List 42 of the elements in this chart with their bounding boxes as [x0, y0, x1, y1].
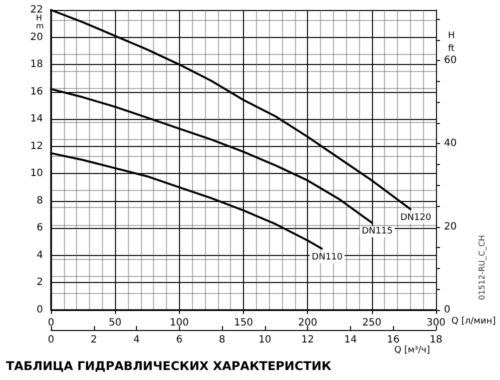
y2-tick-label: 40 — [444, 138, 457, 150]
x2-tick-label: 0 — [48, 334, 54, 346]
series-label: DN115 — [362, 226, 393, 237]
x2-tick-label: 14 — [344, 334, 357, 346]
x-tick-label: 0 — [48, 318, 54, 328]
x2-tick-label: 4 — [133, 334, 140, 346]
y-tick-label: 4 — [36, 250, 43, 261]
y2-tick-label: 20 — [444, 221, 457, 232]
x2-tick-label: 8 — [218, 334, 226, 346]
x-tick-label: 300 — [426, 318, 446, 328]
y-tick-label: 20 — [30, 32, 43, 43]
x2-tick-label: 2 — [90, 334, 97, 346]
x2-axis-title: Q [м³/ч] — [394, 346, 430, 356]
x2-tick-label: 16 — [386, 334, 400, 346]
y2-tick-label: 60 — [444, 55, 457, 66]
x2-tick-label: 18 — [430, 334, 442, 346]
x2-tick-label: 10 — [258, 334, 272, 346]
x-tick-label: 200 — [298, 318, 318, 328]
y-tick-label: 12 — [30, 140, 43, 152]
series-label: DN110 — [312, 252, 343, 263]
series-label: DN120 — [400, 213, 432, 224]
y-tick-label: 6 — [36, 222, 43, 234]
x-tick-label: 50 — [108, 318, 122, 328]
x2-tick-label: 6 — [176, 334, 183, 346]
x-axis-title: Q [л/мин] — [451, 316, 496, 326]
y-tick-label: 16 — [30, 86, 43, 98]
y-tick-label: 2 — [36, 277, 43, 288]
y-tick-label: 10 — [30, 168, 43, 180]
y-axis-title: H m — [36, 14, 44, 30]
x-tick-label: 100 — [170, 318, 189, 328]
y-tick-label: 0 — [36, 304, 43, 316]
x-tick-label: 250 — [362, 318, 382, 328]
x2-tick-label: 12 — [301, 334, 314, 346]
y-tick-label: 8 — [36, 195, 43, 206]
x-tick-label: 150 — [234, 318, 254, 328]
y-tick-label: 14 — [30, 114, 43, 125]
text: 01512-RU_C_CH — [478, 235, 486, 300]
text: ТАБЛИЦА ГИДРАВЛИЧЕСКИХ ХАРАКТЕРИСТИК — [6, 359, 332, 373]
y2-tick-label: 0 — [444, 304, 450, 316]
y-tick-label: 18 — [30, 59, 43, 70]
y2-axis-title: H ft — [448, 31, 456, 54]
y-tick-label: 22 — [30, 4, 43, 16]
